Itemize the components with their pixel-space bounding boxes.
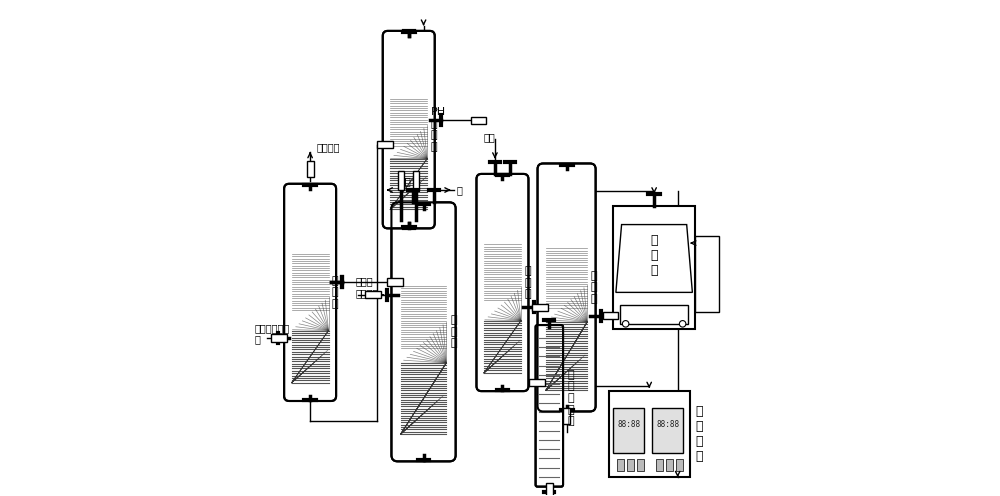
Bar (387, 278, 403, 286)
Bar (307, 161, 314, 177)
Bar (627, 459, 634, 471)
Bar (398, 171, 404, 189)
Bar (613, 206, 695, 329)
Bar (617, 459, 624, 471)
Bar (603, 312, 618, 319)
Bar (676, 459, 683, 471)
FancyBboxPatch shape (536, 325, 563, 487)
Text: 脱
水
釜: 脱 水 釜 (332, 276, 339, 309)
Bar (271, 334, 287, 342)
Bar (620, 305, 688, 324)
Text: 脱
溶
釜: 脱 溶 釜 (524, 266, 531, 299)
FancyBboxPatch shape (291, 251, 329, 313)
Text: 离
心
机: 离 心 机 (650, 234, 658, 277)
Polygon shape (616, 225, 692, 292)
FancyBboxPatch shape (391, 202, 456, 461)
Bar (637, 459, 644, 471)
Bar (613, 408, 644, 453)
FancyBboxPatch shape (400, 283, 447, 352)
Text: 甲苯、水: 甲苯、水 (316, 142, 340, 152)
FancyBboxPatch shape (284, 184, 336, 401)
Bar (365, 291, 381, 299)
Text: 甲醇钠
丙烯酰胺: 甲醇钠 丙烯酰胺 (356, 277, 379, 298)
Bar (377, 141, 393, 148)
Bar (563, 408, 570, 424)
Text: 环
合
釜: 环 合 釜 (450, 315, 457, 349)
FancyBboxPatch shape (538, 164, 596, 412)
Bar (666, 459, 673, 471)
Circle shape (679, 320, 686, 327)
Text: 结
晶
釜: 结 晶 釜 (591, 271, 598, 304)
Text: 甲苯: 甲苯 (483, 132, 495, 142)
Bar (529, 378, 545, 386)
Text: 溶
剂
回
收
塔: 溶 剂 回 收 塔 (567, 370, 574, 426)
Bar (695, 236, 719, 312)
FancyBboxPatch shape (476, 174, 528, 391)
Bar (609, 391, 690, 477)
Text: 溶
剂
受
槽: 溶 剂 受 槽 (696, 405, 703, 463)
Text: 88:88: 88:88 (656, 420, 679, 429)
Text: 水: 水 (456, 185, 462, 195)
FancyBboxPatch shape (483, 241, 522, 303)
Bar (413, 171, 419, 189)
FancyBboxPatch shape (383, 31, 435, 228)
Text: PH
调
节
釜: PH 调 节 釜 (431, 107, 446, 152)
Text: 甲醇: 甲醇 (400, 177, 412, 186)
Bar (471, 117, 486, 124)
Text: 88:88: 88:88 (617, 420, 640, 429)
Text: 甲苯、对氯苯
肼: 甲苯、对氯苯 肼 (254, 323, 290, 345)
Bar (546, 483, 553, 496)
Bar (532, 304, 548, 311)
Bar (652, 408, 683, 453)
FancyBboxPatch shape (545, 245, 588, 311)
Circle shape (622, 320, 629, 327)
FancyBboxPatch shape (389, 96, 428, 148)
Bar (656, 459, 663, 471)
